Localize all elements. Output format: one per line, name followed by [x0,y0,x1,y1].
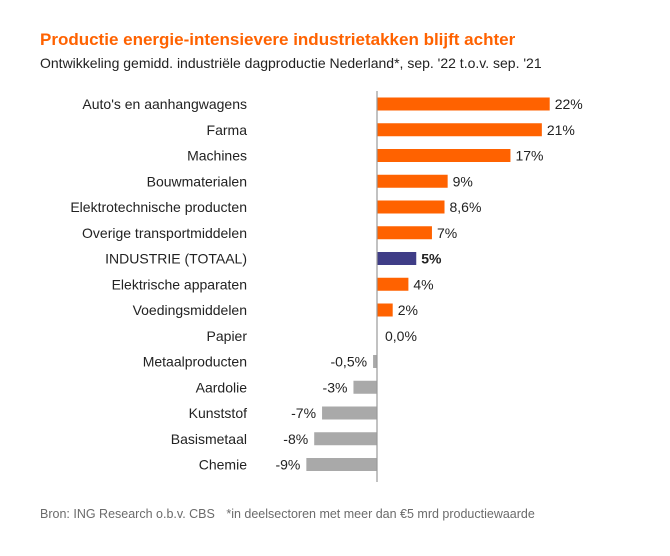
category-label: Aardolie [196,379,248,395]
bar [377,97,550,111]
category-label: Machines [187,148,247,164]
bar [353,380,377,394]
value-label: 8,6% [450,199,482,215]
category-label: Kunststof [189,405,247,421]
value-label: -8% [283,431,308,447]
footnote: *in deelsectoren met meer dan €5 mrd pro… [226,507,535,521]
chart-title: Productie energie-intensievere industrie… [40,30,516,49]
chart-subtitle: Ontwikkeling gemidd. industriële dagprod… [40,55,542,71]
category-label: Elektrische apparaten [112,276,247,292]
value-label: 22% [555,96,583,112]
bar [377,303,393,317]
category-label: Papier [207,328,248,344]
bar [306,458,377,471]
bar [377,174,448,188]
value-label: -0,5% [330,354,367,370]
value-label: 21% [547,122,575,138]
category-label: INDUSTRIE (TOTAAL) [105,251,247,267]
bar [377,123,542,137]
value-label: 2% [398,302,418,318]
value-label: 0,0% [385,328,417,344]
category-label: Chemie [199,457,247,473]
bar [314,432,377,446]
bar [377,200,445,214]
value-label: 5% [421,251,442,267]
category-label: Farma [207,122,248,138]
value-label: -9% [275,457,300,473]
bar [377,277,409,291]
bar [377,252,417,265]
value-label: 17% [515,148,543,164]
bar-chart: Auto's en aanhangwagens 22% Farma 21% Machin… [70,91,583,482]
value-label: -3% [323,379,348,395]
category-label: Metaalproducten [143,354,247,370]
value-label: 9% [453,173,473,189]
value-label: 7% [437,225,457,241]
category-label: Overige transportmiddelen [82,225,247,241]
bar [322,406,377,420]
category-label: Auto's en aanhangwagens [82,96,247,112]
value-label: 4% [413,276,433,292]
source-note: Bron: ING Research o.b.v. CBS [40,507,215,521]
category-label: Bouwmaterialen [147,173,247,189]
category-label: Basismetaal [171,431,247,447]
value-label: -7% [291,405,316,421]
category-label: Voedingsmiddelen [133,302,247,318]
bar [373,355,377,368]
bar [377,149,511,162]
chart-footer: Bron: ING Research o.b.v. CBS *in deelse… [40,507,535,521]
bar [377,226,432,240]
category-label: Elektrotechnische producten [70,199,247,215]
